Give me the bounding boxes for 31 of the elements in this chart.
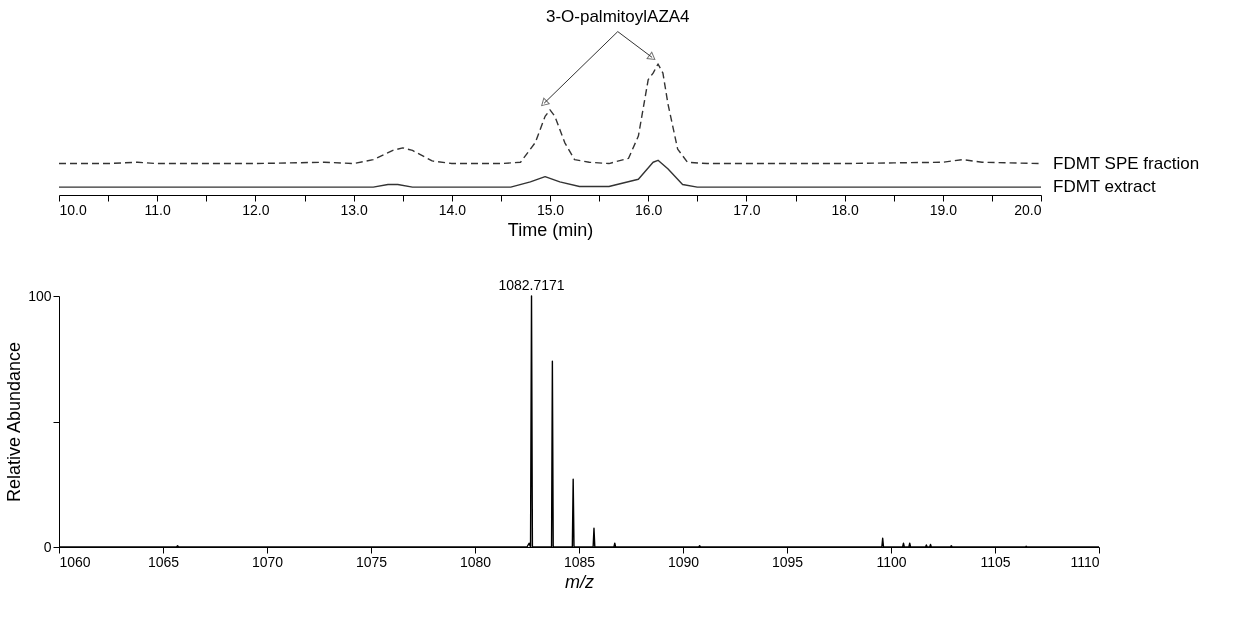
x-tick-label: 1110: [1070, 553, 1100, 570]
x-tick-label: 1095: [771, 553, 804, 570]
x-tick-label: 19.0: [929, 201, 958, 218]
x-tick-label: 16.0: [635, 201, 663, 218]
series-label: FDMT SPE fraction: [1053, 153, 1200, 173]
x-tick-label: 12.0: [242, 201, 270, 218]
x-tick-label: 11.0: [144, 201, 172, 218]
x-tick-label: 18.0: [831, 201, 859, 218]
x-tick-label: 14.0: [438, 201, 467, 218]
x-axis-title: Time (min): [507, 219, 594, 240]
x-tick-label: 15.0: [536, 201, 565, 218]
x-tick-label: 17.0: [733, 201, 761, 218]
x-tick-label: 1075: [355, 553, 388, 570]
x-tick-label: 20.0: [1014, 201, 1042, 218]
x-tick-label: 1080: [459, 553, 492, 570]
x-tick-label: 13.0: [340, 201, 368, 218]
x-tick-label: 10.0: [59, 201, 87, 218]
x-tick-label: 1060: [59, 553, 91, 570]
y-tick-label: 100: [28, 287, 52, 304]
x-tick-label: 1100: [876, 553, 907, 570]
series-label: FDMT extract: [1053, 177, 1156, 197]
text: 3-O-palmitoylAZA4: [545, 6, 690, 26]
annotation: 1082.7171: [498, 277, 565, 293]
y-tick-label: 0: [43, 538, 52, 555]
x-tick-label: 1085: [563, 553, 596, 570]
x-tick-label: 1105: [980, 553, 1011, 570]
x-axis-title: m/z: [565, 571, 594, 592]
y-axis-title: Relative Abundance: [4, 341, 25, 503]
x-tick-label: 1065: [147, 553, 180, 570]
x-tick-label: 1070: [251, 553, 284, 570]
x-tick-label: 1090: [667, 553, 700, 570]
